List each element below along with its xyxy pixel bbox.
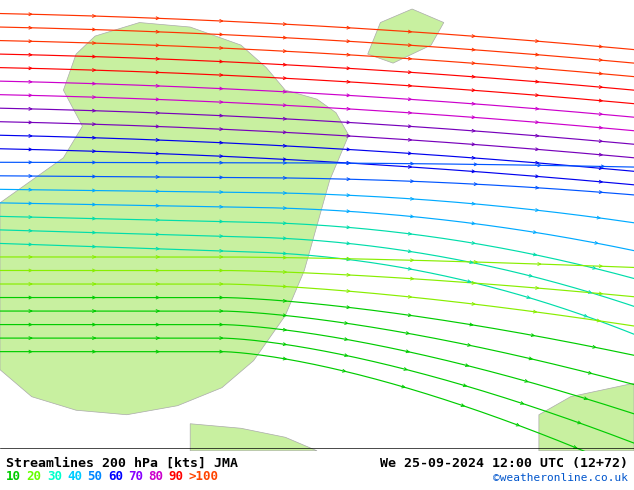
Polygon shape <box>0 23 349 415</box>
Text: 80: 80 <box>148 470 164 483</box>
Text: 30: 30 <box>47 470 62 483</box>
Text: 10: 10 <box>6 470 22 483</box>
Text: >100: >100 <box>189 470 219 483</box>
Text: 60: 60 <box>108 470 123 483</box>
Polygon shape <box>368 9 444 63</box>
Text: 20: 20 <box>27 470 42 483</box>
Text: Streamlines 200 hPa [kts] JMA: Streamlines 200 hPa [kts] JMA <box>6 457 238 470</box>
Text: 40: 40 <box>67 470 82 483</box>
Text: We 25-09-2024 12:00 UTC (12+72): We 25-09-2024 12:00 UTC (12+72) <box>380 457 628 470</box>
Text: 90: 90 <box>169 470 184 483</box>
Polygon shape <box>190 424 317 451</box>
Polygon shape <box>539 383 634 451</box>
Text: 70: 70 <box>128 470 143 483</box>
Text: ©weatheronline.co.uk: ©weatheronline.co.uk <box>493 473 628 483</box>
Text: 50: 50 <box>87 470 103 483</box>
